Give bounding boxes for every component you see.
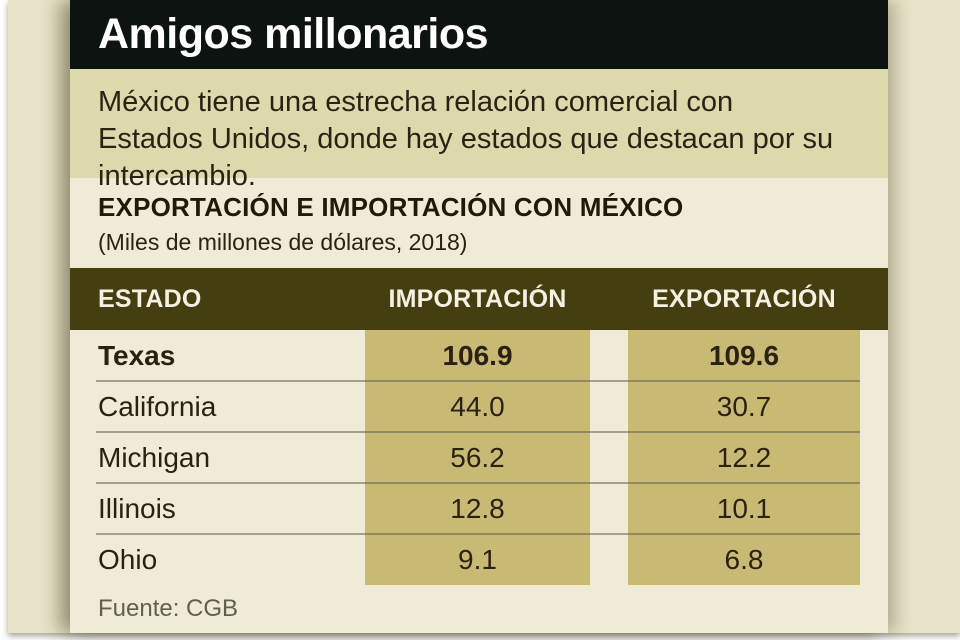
cell-state: Ohio [98,543,158,575]
row-separator [96,482,860,484]
cell-state: Michigan [98,441,211,473]
table-row: Ohio 9.1 6.8 [70,534,888,585]
cell-state: Texas [98,339,176,371]
column-gap [590,432,628,483]
page-background: Amigos millonarios México tiene una estr… [8,0,960,633]
cell-exportacion: 10.1 [628,483,860,534]
cell-importacion: 12.8 [365,483,590,534]
title-band: Amigos millonarios [70,0,888,69]
table-row: Illinois 12.8 10.1 [70,483,888,534]
row-separator [96,380,860,382]
section-subtitle: (Miles de millones de dólares, 2018) [98,229,468,255]
cell-exportacion: 12.2 [628,432,860,483]
infographic-card: Amigos millonarios México tiene una estr… [70,0,888,633]
column-gap [590,534,628,585]
column-gap [590,330,628,381]
cell-state: Illinois [98,492,176,524]
column-gap [590,381,628,432]
page-title: Amigos millonarios [98,10,489,58]
table-row: California 44.0 30.7 [70,381,888,432]
cell-exportacion: 6.8 [628,534,860,585]
section-header: EXPORTACIÓN E IMPORTACIÓN CON MÉXICO (Mi… [70,178,888,268]
column-header-estado: ESTADO [98,284,202,313]
intro-text: México tiene una estrecha relación comer… [98,86,834,192]
intro-band: México tiene una estrecha relación comer… [70,69,888,192]
table-row: Texas 106.9 109.6 [70,330,888,381]
column-gap [590,483,628,534]
cell-exportacion: 30.7 [628,381,860,432]
cell-importacion: 44.0 [365,381,590,432]
cell-state: California [98,390,217,422]
cell-importacion: 9.1 [365,534,590,585]
table-header-row: ESTADO IMPORTACIÓN EXPORTACIÓN [70,268,888,330]
column-header-importacion: IMPORTACIÓN [388,284,567,313]
table-row: Michigan 56.2 12.2 [70,432,888,483]
row-separator [96,533,860,535]
section-title: EXPORTACIÓN E IMPORTACIÓN CON MÉXICO [98,192,684,222]
cell-importacion: 106.9 [365,330,590,381]
source-note: Fuente: CGB [98,595,239,622]
table-body: Texas 106.9 109.6 California 44.0 30.7 M… [70,330,888,585]
cell-exportacion: 109.6 [628,330,860,381]
row-separator [96,431,860,433]
cell-importacion: 56.2 [365,432,590,483]
column-header-exportacion: EXPORTACIÓN [652,284,836,313]
